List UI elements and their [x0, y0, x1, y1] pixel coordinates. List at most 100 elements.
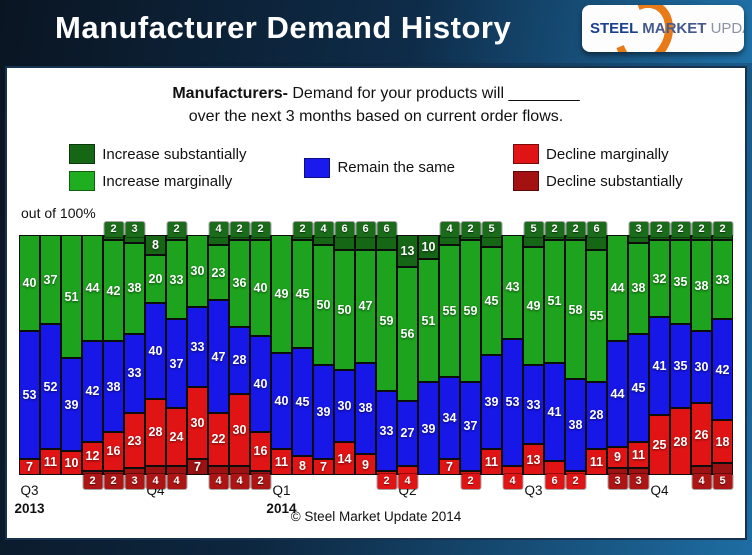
bar: 10 51 39	[418, 235, 439, 476]
bar-segment: 11	[586, 448, 607, 476]
value-badge: 2	[713, 222, 732, 238]
value-badge: 4	[146, 474, 165, 490]
bar-segment: 56	[397, 266, 418, 401]
bar-segment: 59	[376, 249, 397, 392]
legend-label: Increase marginally	[102, 172, 233, 190]
legend-column-decline: Decline marginally Decline substantially	[513, 144, 683, 192]
bar: 13 56 27 4	[397, 235, 418, 490]
logo-word-steel: STEEL	[590, 20, 639, 37]
bar: 2 33 37 24 4	[166, 222, 187, 490]
axis-note: out of 100%	[21, 205, 96, 222]
bar-segment: 36	[229, 240, 250, 327]
bar-segment: 23	[208, 244, 229, 301]
bar-segment: 39	[61, 357, 82, 452]
bar-segment: 11	[271, 448, 292, 476]
bar: 43 53 4	[502, 235, 523, 490]
chart-legend: Increase substantially Increase marginal…	[7, 144, 745, 192]
bar-segment: 49	[271, 235, 292, 353]
subtitle-bold: Manufacturers-	[172, 85, 288, 102]
bar-segment: 55	[586, 249, 607, 382]
bar-segment: 41	[649, 316, 670, 416]
bar-segment: 8	[145, 235, 166, 255]
legend-label: Remain the same	[337, 159, 456, 177]
value-badge: 2	[566, 474, 585, 490]
bar-segment: 28	[229, 326, 250, 394]
bar-segment: 12	[82, 441, 103, 471]
bar: 6 59 33 2	[376, 222, 397, 490]
value-badge: 5	[524, 222, 543, 238]
bar-segment: 10	[61, 451, 82, 476]
bar: 3 38 45 11 3	[628, 222, 649, 490]
bar-segment: 40	[271, 352, 292, 449]
value-badge: 2	[167, 222, 186, 238]
legend-column-increase: Increase substantially Increase marginal…	[69, 144, 246, 192]
bar-segment: 28	[586, 381, 607, 449]
bar: 4 55 34 7	[439, 222, 460, 476]
bar-segment: 51	[418, 259, 439, 382]
bar-segment: 51	[544, 240, 565, 363]
bar-segment: 49	[523, 247, 544, 365]
bar-segment: 50	[334, 249, 355, 370]
bar-segment: 7	[439, 458, 460, 476]
value-badge: 5	[482, 222, 501, 238]
bar-segment: 33	[376, 391, 397, 471]
value-badge: 4	[692, 474, 711, 490]
legend-swatch-icon	[69, 171, 96, 192]
bar-segment: 27	[397, 400, 418, 466]
subtitle-line2: over the next 3 months based on current …	[188, 108, 564, 126]
bar-segment: 38	[103, 340, 124, 433]
value-badge: 4	[230, 474, 249, 490]
value-badge: 2	[251, 474, 270, 490]
value-badge: 3	[608, 474, 627, 490]
bar: 44 42 12 2	[82, 235, 103, 490]
bar-segment: 28	[670, 408, 691, 476]
bar-segment: 7	[187, 458, 208, 476]
bar: 2 42 38 16 2	[103, 222, 124, 490]
bar-segment: 51	[61, 235, 82, 358]
bar: 2 51 41 6	[544, 222, 565, 490]
bar-segment: 37	[460, 381, 481, 471]
page-title: Manufacturer Demand History	[55, 10, 512, 45]
subtitle-line1: Demand for your products will ________	[287, 85, 580, 102]
value-badge: 5	[713, 474, 732, 490]
bar-segment: 11	[481, 448, 502, 476]
value-badge: 4	[314, 222, 333, 238]
x-axis-quarter-label: Q3	[20, 483, 39, 499]
copyright-text: © Steel Market Update 2014	[290, 509, 462, 525]
bar-segment	[586, 235, 607, 250]
bar-segment: 34	[439, 376, 460, 459]
value-badge: 3	[629, 474, 648, 490]
value-badge: 2	[293, 222, 312, 238]
bar-segment: 9	[607, 446, 628, 469]
bar-segment: 11	[628, 441, 649, 469]
bar-segment: 40	[19, 235, 40, 332]
value-badge: 2	[692, 222, 711, 238]
bar-segment: 44	[82, 235, 103, 341]
bar-segment: 37	[166, 319, 187, 409]
bar: 2 40 40 16 2	[250, 222, 271, 490]
legend-column-same: Remain the same	[304, 157, 456, 178]
bar-segment: 33	[712, 240, 733, 320]
bar-segment: 50	[313, 244, 334, 365]
bar-segment: 41	[544, 362, 565, 461]
value-badge: 2	[251, 222, 270, 238]
value-badge: 4	[398, 474, 417, 490]
bar: 2 38 30 26 4	[691, 222, 712, 490]
bar: 40 53 7	[19, 235, 40, 476]
bar: 30 33 30 7	[187, 235, 208, 476]
x-axis-year-label: 2014	[266, 501, 297, 517]
bar: 44 44 9 3	[607, 235, 628, 490]
value-badge: 3	[125, 222, 144, 238]
smu-logo: STEEL MARKET UPDATE	[582, 5, 744, 52]
bar-segment: 33	[523, 364, 544, 445]
logo-word-update: UPDATE	[710, 20, 744, 37]
bar-segment: 42	[82, 340, 103, 442]
bar-segment: 42	[103, 240, 124, 341]
value-badge: 2	[230, 222, 249, 238]
bar-segment: 38	[565, 379, 586, 471]
value-badge: 2	[83, 474, 102, 490]
bar-segment: 7	[19, 458, 40, 476]
bar-segment: 42	[712, 319, 733, 421]
bar-segment: 47	[355, 249, 376, 363]
bar-segment: 30	[334, 369, 355, 442]
